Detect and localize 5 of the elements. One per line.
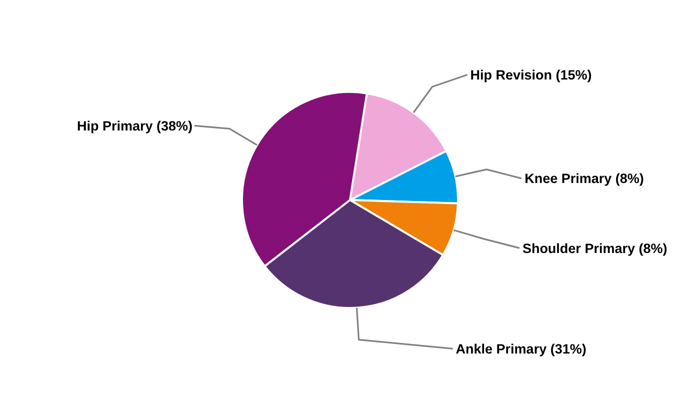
- slice-label: Knee Primary (8%): [524, 171, 644, 186]
- slice-label: Shoulder Primary (8%): [522, 240, 668, 256]
- slice-label: Ankle Primary (31%): [456, 341, 586, 356]
- slice-label: Hip Primary (38%): [76, 118, 192, 134]
- slice-label: Hip Revision (15%): [470, 67, 592, 82]
